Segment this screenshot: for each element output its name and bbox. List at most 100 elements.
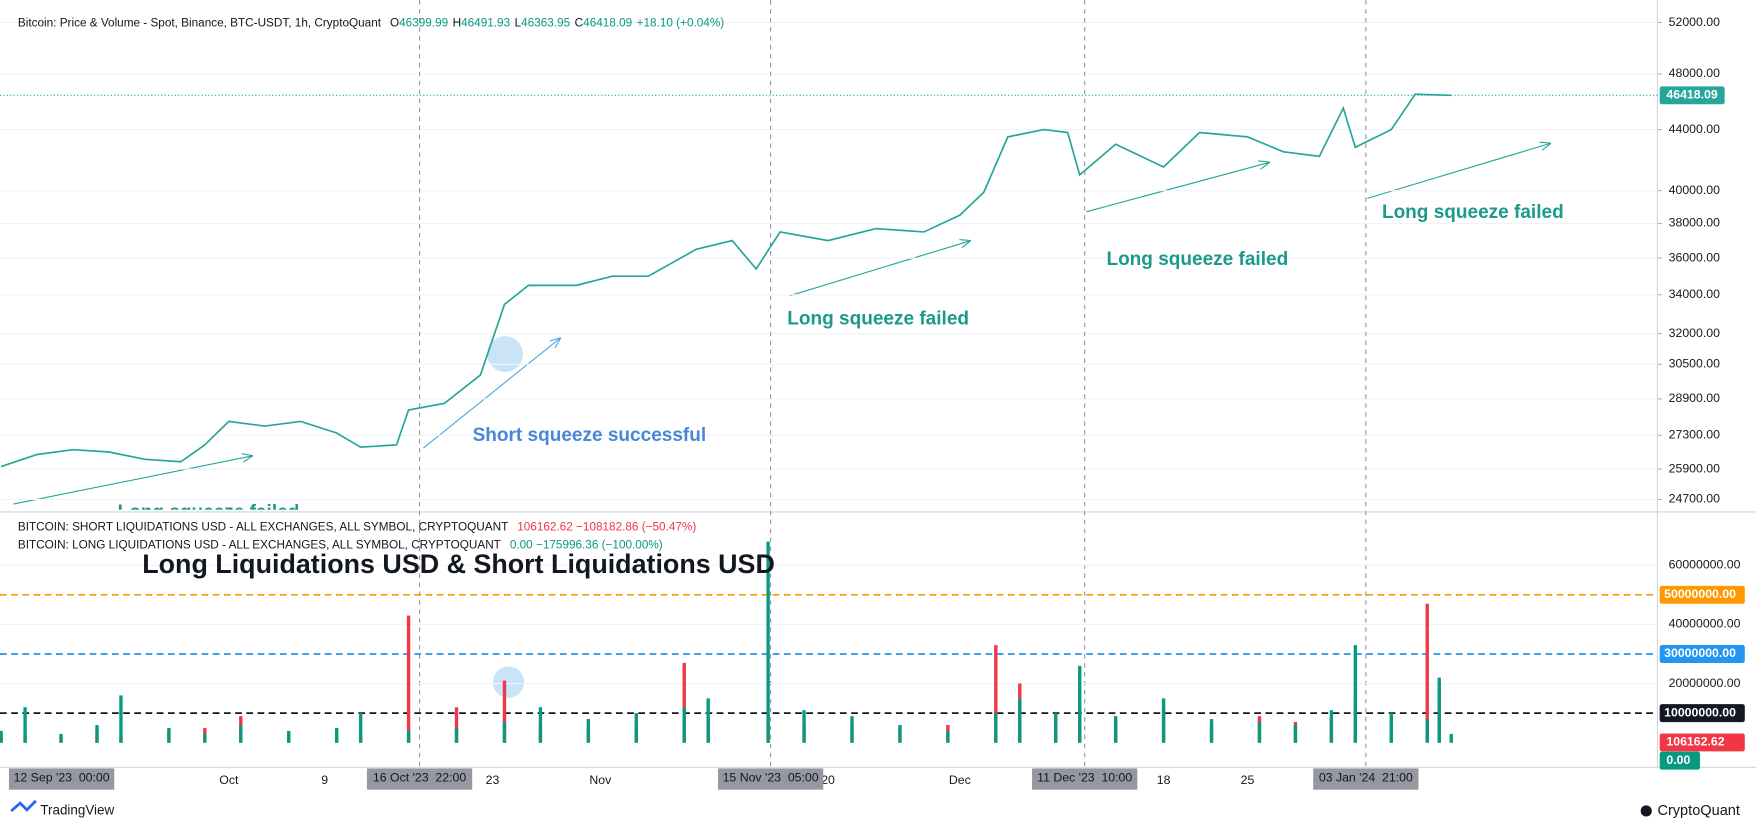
time-badge [366, 768, 473, 790]
x-tick-label: 9 [321, 773, 328, 787]
arrow [13, 456, 252, 505]
liquidation-bar [1161, 698, 1166, 743]
series-legend: BITCOIN: SHORT LIQUIDATIONS USD - ALL EX… [18, 521, 696, 534]
level-label: 30000000.00 [1664, 646, 1736, 660]
liquidation-bar [119, 695, 123, 743]
arrow [422, 338, 560, 449]
logo-icon [10, 799, 37, 812]
x-tick-label: 20 [821, 773, 835, 787]
liquidation-bar [898, 724, 902, 743]
y-tick-label: 27300.00 [1669, 428, 1720, 442]
y-tick-label: 44000.00 [1669, 122, 1720, 136]
x-tick-label: 23 [486, 773, 500, 787]
liquidation-bar [239, 724, 243, 743]
liquidation-bar [1389, 713, 1393, 743]
value-badge-label: 106162.62 [1666, 735, 1724, 749]
time-badge [1032, 768, 1138, 790]
y-tick-label: 40000.00 [1669, 183, 1720, 197]
x-tick-label: Dec [949, 773, 971, 787]
x-tick-label: 25 [1241, 773, 1255, 787]
annotation: Long squeeze failed [1106, 249, 1288, 270]
time-badge-label: 12 Sep '23 00:00 [14, 771, 110, 785]
liquidation-bar [682, 707, 686, 743]
liquidation-bar [706, 698, 710, 743]
liquidation-bar [0, 730, 3, 743]
time-badge-label: 11 Dec '23 10:00 [1037, 771, 1132, 785]
time-badge-label: 03 Jan '24 21:00 [1319, 771, 1413, 785]
level-badge [1659, 645, 1745, 663]
y-tick-label: 60000000.00 [1669, 558, 1741, 572]
annotation: Long squeeze failed [118, 502, 300, 523]
ohlc-value: 46491.93 [461, 17, 510, 30]
liquidation-bar [95, 724, 99, 743]
last-price-label: 46418.09 [1666, 88, 1717, 102]
footer-right: CryptoQuant [1657, 803, 1739, 819]
liquidation-bar [59, 733, 63, 743]
pane-title: Long Liquidations USD & Short Liquidatio… [142, 549, 775, 579]
liquidation-bar [358, 713, 363, 743]
footer-left: TradingView [40, 802, 114, 817]
y-tick-label: 32000.00 [1669, 326, 1720, 340]
y-tick-label: 20000000.00 [1669, 676, 1741, 690]
price-legend: Bitcoin: Price & Volume - Spot, Binance,… [18, 17, 724, 30]
x-tick-label: 18 [1157, 773, 1171, 787]
series-legend: BITCOIN: LONG LIQUIDATIONS USD - ALL EXC… [18, 539, 663, 552]
liquidation-bar [406, 615, 411, 743]
annotation: Long squeeze failed [787, 308, 969, 329]
level-label: 50000000.00 [1664, 587, 1736, 601]
liquidation-bar [682, 662, 686, 743]
liquidation-bar [1293, 724, 1298, 743]
liquidation-bar [1209, 719, 1214, 743]
liquidation-bar [1425, 719, 1429, 743]
highlight-circle [487, 336, 523, 372]
liquidation-bar [203, 733, 207, 743]
ohlc-value: 46363.95 [521, 17, 570, 30]
arrow [789, 241, 970, 297]
liquidation-bar [538, 707, 543, 743]
level-badge [1659, 585, 1745, 604]
price-pane: Long squeeze failed Short squeeze success… [0, 93, 1564, 523]
y-tick-label: 38000.00 [1669, 216, 1720, 230]
annotation: Short squeeze successful [473, 425, 707, 446]
liquidation-bar [1054, 713, 1058, 743]
y-tick-label: 34000.00 [1669, 287, 1720, 301]
value-badge [1659, 733, 1745, 752]
x-tick-label: Oct [219, 773, 239, 787]
series-value: 0.00 −175996.36 (−100.00%) [510, 539, 663, 552]
ohlc-key: C [575, 17, 584, 30]
arrow [1367, 143, 1550, 199]
liquidation-bar [454, 707, 459, 743]
ohlc-value: 46399.99 [399, 17, 448, 30]
price-change: +18.10 (+0.04%) [637, 17, 725, 30]
annotation-shapes [13, 143, 1550, 698]
liquidation-pane [0, 541, 1453, 743]
y-tick-label: 25900.00 [1669, 461, 1720, 475]
arrow [1086, 163, 1269, 213]
last-price-badge [1659, 86, 1725, 105]
y-tick-label: 52000.00 [1669, 15, 1720, 29]
ohlc-key: L [515, 17, 522, 30]
time-badge [1313, 768, 1419, 790]
price-line [0, 93, 1452, 468]
series-name: BITCOIN: SHORT LIQUIDATIONS USD - ALL EX… [18, 521, 508, 534]
liquidation-bar [766, 541, 770, 743]
level-label: 10000000.00 [1664, 705, 1736, 719]
liquidation-bar [1353, 645, 1358, 743]
value-badge-label: 0.00 [1666, 753, 1690, 767]
series-value: 106162.62 −108182.86 (−50.47%) [517, 521, 696, 534]
liquidation-bar [946, 730, 950, 743]
logo-icon [1640, 805, 1652, 817]
liquidation-bar [802, 710, 806, 743]
liquidation-bar [1257, 722, 1262, 743]
ohlc-value: 46418.09 [583, 17, 632, 30]
x-tick-label: Nov [589, 773, 612, 787]
liquidation-bar [406, 730, 411, 743]
liquidation-bar [1449, 733, 1453, 743]
y-tick-label: 48000.00 [1669, 66, 1720, 80]
tradingview-logo [10, 799, 37, 812]
y-tick-label: 28900.00 [1669, 391, 1720, 405]
symbol-title: Bitcoin: Price & Volume - Spot, Binance,… [18, 17, 382, 30]
liquidation-bar [1437, 677, 1441, 743]
